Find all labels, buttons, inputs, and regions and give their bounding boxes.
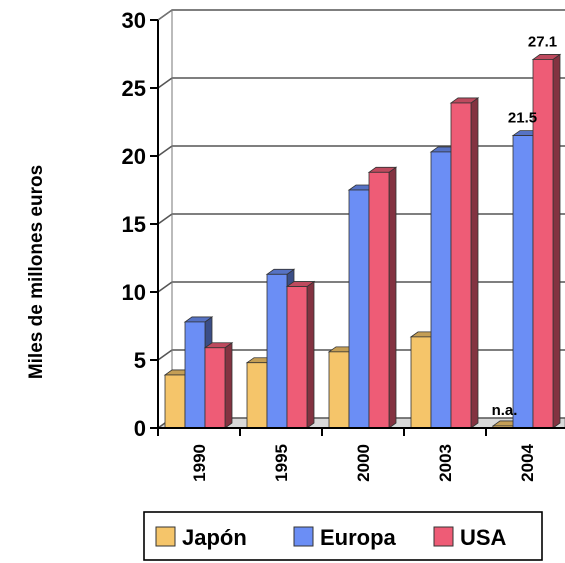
legend-swatch: [155, 526, 176, 547]
bar-usa-1990: [203, 341, 234, 429]
bar-front: [286, 286, 308, 429]
gridline: [157, 9, 565, 21]
y-tick-label: 5: [134, 348, 146, 373]
legend-label: Japón: [182, 525, 247, 550]
x-tick-label: 2004: [518, 443, 537, 481]
gridline: [157, 77, 565, 89]
bar-front: [246, 362, 268, 429]
bar-front: [204, 347, 226, 429]
bar-front: [450, 102, 472, 429]
x-tick-label: 2003: [436, 444, 455, 482]
y-tick-label: 0: [134, 416, 146, 441]
legend-swatch: [293, 526, 314, 547]
bar-side: [470, 97, 479, 429]
data-label: 27.1: [528, 33, 557, 50]
x-tick-label: 1995: [272, 444, 291, 482]
bar-front: [348, 189, 370, 429]
bar-front: [266, 273, 288, 429]
data-label: n.a.: [492, 402, 518, 419]
bar-front: [164, 374, 186, 429]
bar-front: [368, 171, 390, 429]
bar-side: [388, 166, 397, 429]
y-axis-label: Miles de millones euros: [26, 165, 47, 379]
bar-usa-1995: [285, 280, 316, 429]
bar-side: [552, 53, 561, 429]
y-tick-label: 30: [122, 8, 146, 33]
legend-label: USA: [460, 525, 507, 550]
y-tick-label: 10: [122, 280, 146, 305]
bar-front: [410, 336, 432, 429]
bar-front: [512, 135, 534, 429]
bar-front: [328, 351, 350, 429]
data-label: 21.5: [508, 110, 537, 127]
y-tick-label: 25: [122, 76, 146, 101]
legend-label: Europa: [320, 525, 397, 550]
legend-swatch: [433, 526, 454, 547]
bar-side: [306, 280, 315, 429]
y-tick-label: 20: [122, 144, 146, 169]
legend-box: [143, 511, 543, 561]
bars-layer: [163, 53, 562, 429]
bar-front: [430, 151, 452, 429]
gridline: [157, 145, 565, 157]
back-wall-top: [157, 9, 173, 21]
x-tick-label: 2000: [354, 444, 373, 482]
bar-front: [184, 321, 206, 429]
legend: Japón Europa USA: [143, 511, 543, 561]
bar-usa-2004: [531, 53, 562, 429]
bar-usa-2000: [367, 166, 398, 429]
y-tick-label: 15: [122, 212, 146, 237]
x-tick-label: 1990: [190, 444, 209, 482]
bar-side: [224, 341, 233, 429]
axes-layer: 0 5 10 15 20 25 30 1990 1995 2000 2003 2004 27.1 21.5…: [122, 8, 565, 482]
bar-usa-2003: [449, 97, 480, 429]
